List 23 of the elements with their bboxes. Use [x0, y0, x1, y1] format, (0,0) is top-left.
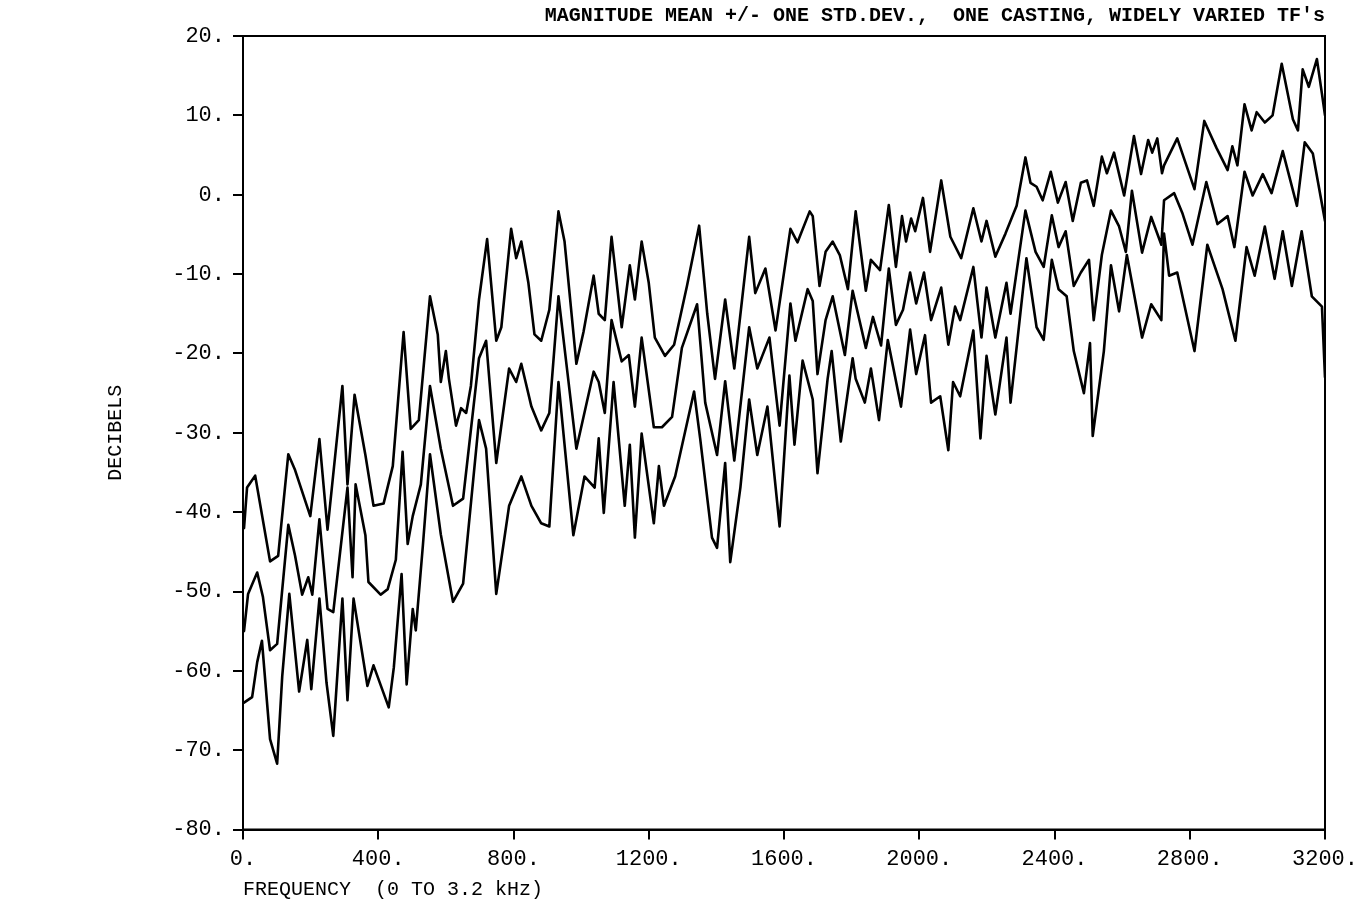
y-tick-label: 10. — [185, 103, 225, 129]
x-tick-label: 3200. — [1291, 846, 1359, 872]
x-tick-label: 2800. — [1156, 846, 1223, 872]
y-tick-label: 20. — [185, 23, 225, 49]
y-tick-label: -40. — [172, 499, 225, 525]
x-axis-title: FREQUENCY (0 TO 3.2 kHz) — [243, 878, 544, 902]
y-tick-label: 0. — [198, 182, 225, 208]
x-tick-label: 2000. — [886, 846, 953, 872]
x-tick-label: 400. — [351, 846, 405, 872]
y-tick-label: -70. — [172, 738, 225, 764]
x-tick-label: 1600. — [750, 846, 818, 872]
y-tick-label: -80. — [172, 817, 225, 843]
x-tick-label: 800. — [487, 846, 540, 872]
y-tick-label: -50. — [172, 579, 225, 605]
y-axis-title: DECIBELS — [104, 384, 128, 481]
y-tick-label: -10. — [172, 261, 225, 287]
x-tick-label: 1200. — [615, 846, 682, 872]
x-tick-label: 0. — [229, 846, 257, 872]
chart-title: MAGNITUDE MEAN +/- ONE STD.DEV., ONE CASTING, WIDELY VARIED TF's — [544, 4, 1325, 28]
y-tick-label: -30. — [172, 420, 225, 446]
y-tick-label: -60. — [172, 658, 225, 684]
y-tick-label: -20. — [172, 341, 225, 367]
x-tick-label: 2400. — [1021, 846, 1088, 872]
